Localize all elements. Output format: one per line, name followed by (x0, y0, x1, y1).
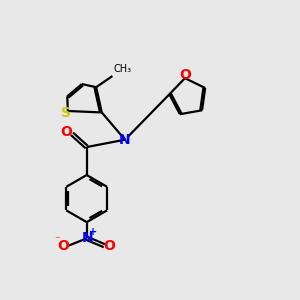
Text: N: N (119, 133, 131, 147)
Text: O: O (180, 68, 191, 82)
Text: CH₃: CH₃ (114, 64, 132, 74)
Text: +: + (89, 227, 97, 237)
Text: S: S (61, 106, 70, 120)
Text: O: O (104, 239, 116, 253)
Text: O: O (61, 125, 73, 139)
Text: O: O (57, 239, 69, 253)
Text: N: N (82, 231, 93, 245)
Text: ⁻: ⁻ (54, 236, 60, 245)
